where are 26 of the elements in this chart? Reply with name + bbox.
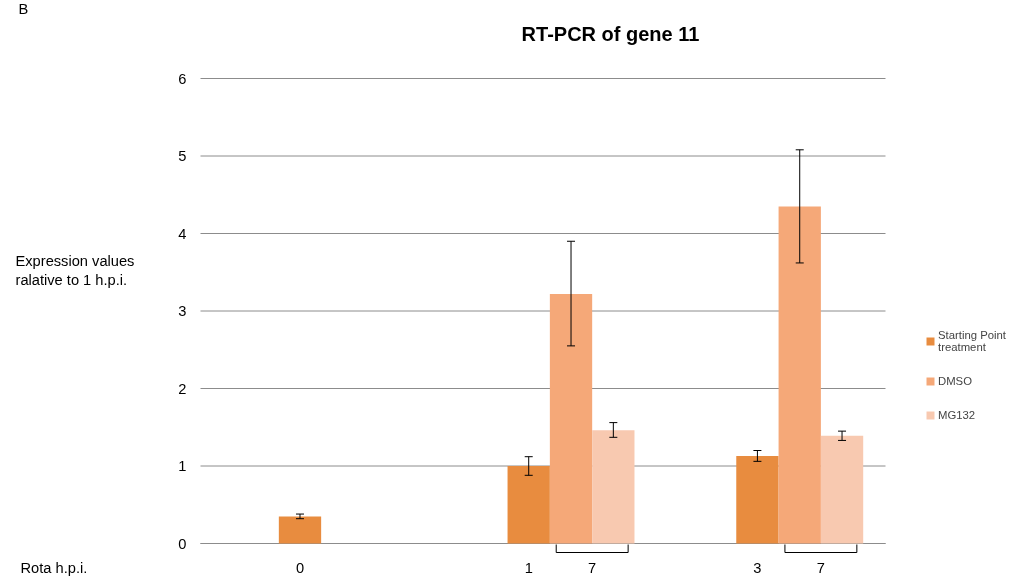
text: 7 (816, 559, 825, 576)
bar (549, 293, 593, 544)
x-tick-label: 1 (524, 559, 533, 576)
bar (278, 516, 322, 544)
y-tick-label: 2 (178, 380, 187, 397)
text: Rota h.p.i. (20, 559, 88, 576)
bar (820, 435, 864, 544)
bar (592, 430, 635, 544)
x-tick-label: 3 (753, 559, 762, 576)
y-tick-label: 3 (178, 303, 187, 319)
chart-title: RT-PCR of gene 11 (521, 22, 700, 45)
legend-label: MG132 (938, 409, 976, 421)
y-tick-label: 1 (178, 458, 187, 474)
legend-label: DMSO (938, 375, 972, 387)
text: B (18, 0, 29, 17)
y-tick-label: 0 (178, 535, 187, 552)
x-tick-label: 0 (295, 559, 305, 576)
y-axis-title: Expression values ralative to 1 h.p.i. (15, 252, 135, 289)
text: 7 (588, 559, 597, 576)
y-tick-label: 6 (178, 70, 187, 87)
bar (736, 455, 779, 544)
bar (778, 206, 821, 544)
legend-label: Starting Point treatment (938, 329, 1007, 353)
y-tick-label: 5 (178, 148, 187, 164)
bar (507, 466, 550, 544)
y-tick-label: 4 (178, 225, 187, 242)
